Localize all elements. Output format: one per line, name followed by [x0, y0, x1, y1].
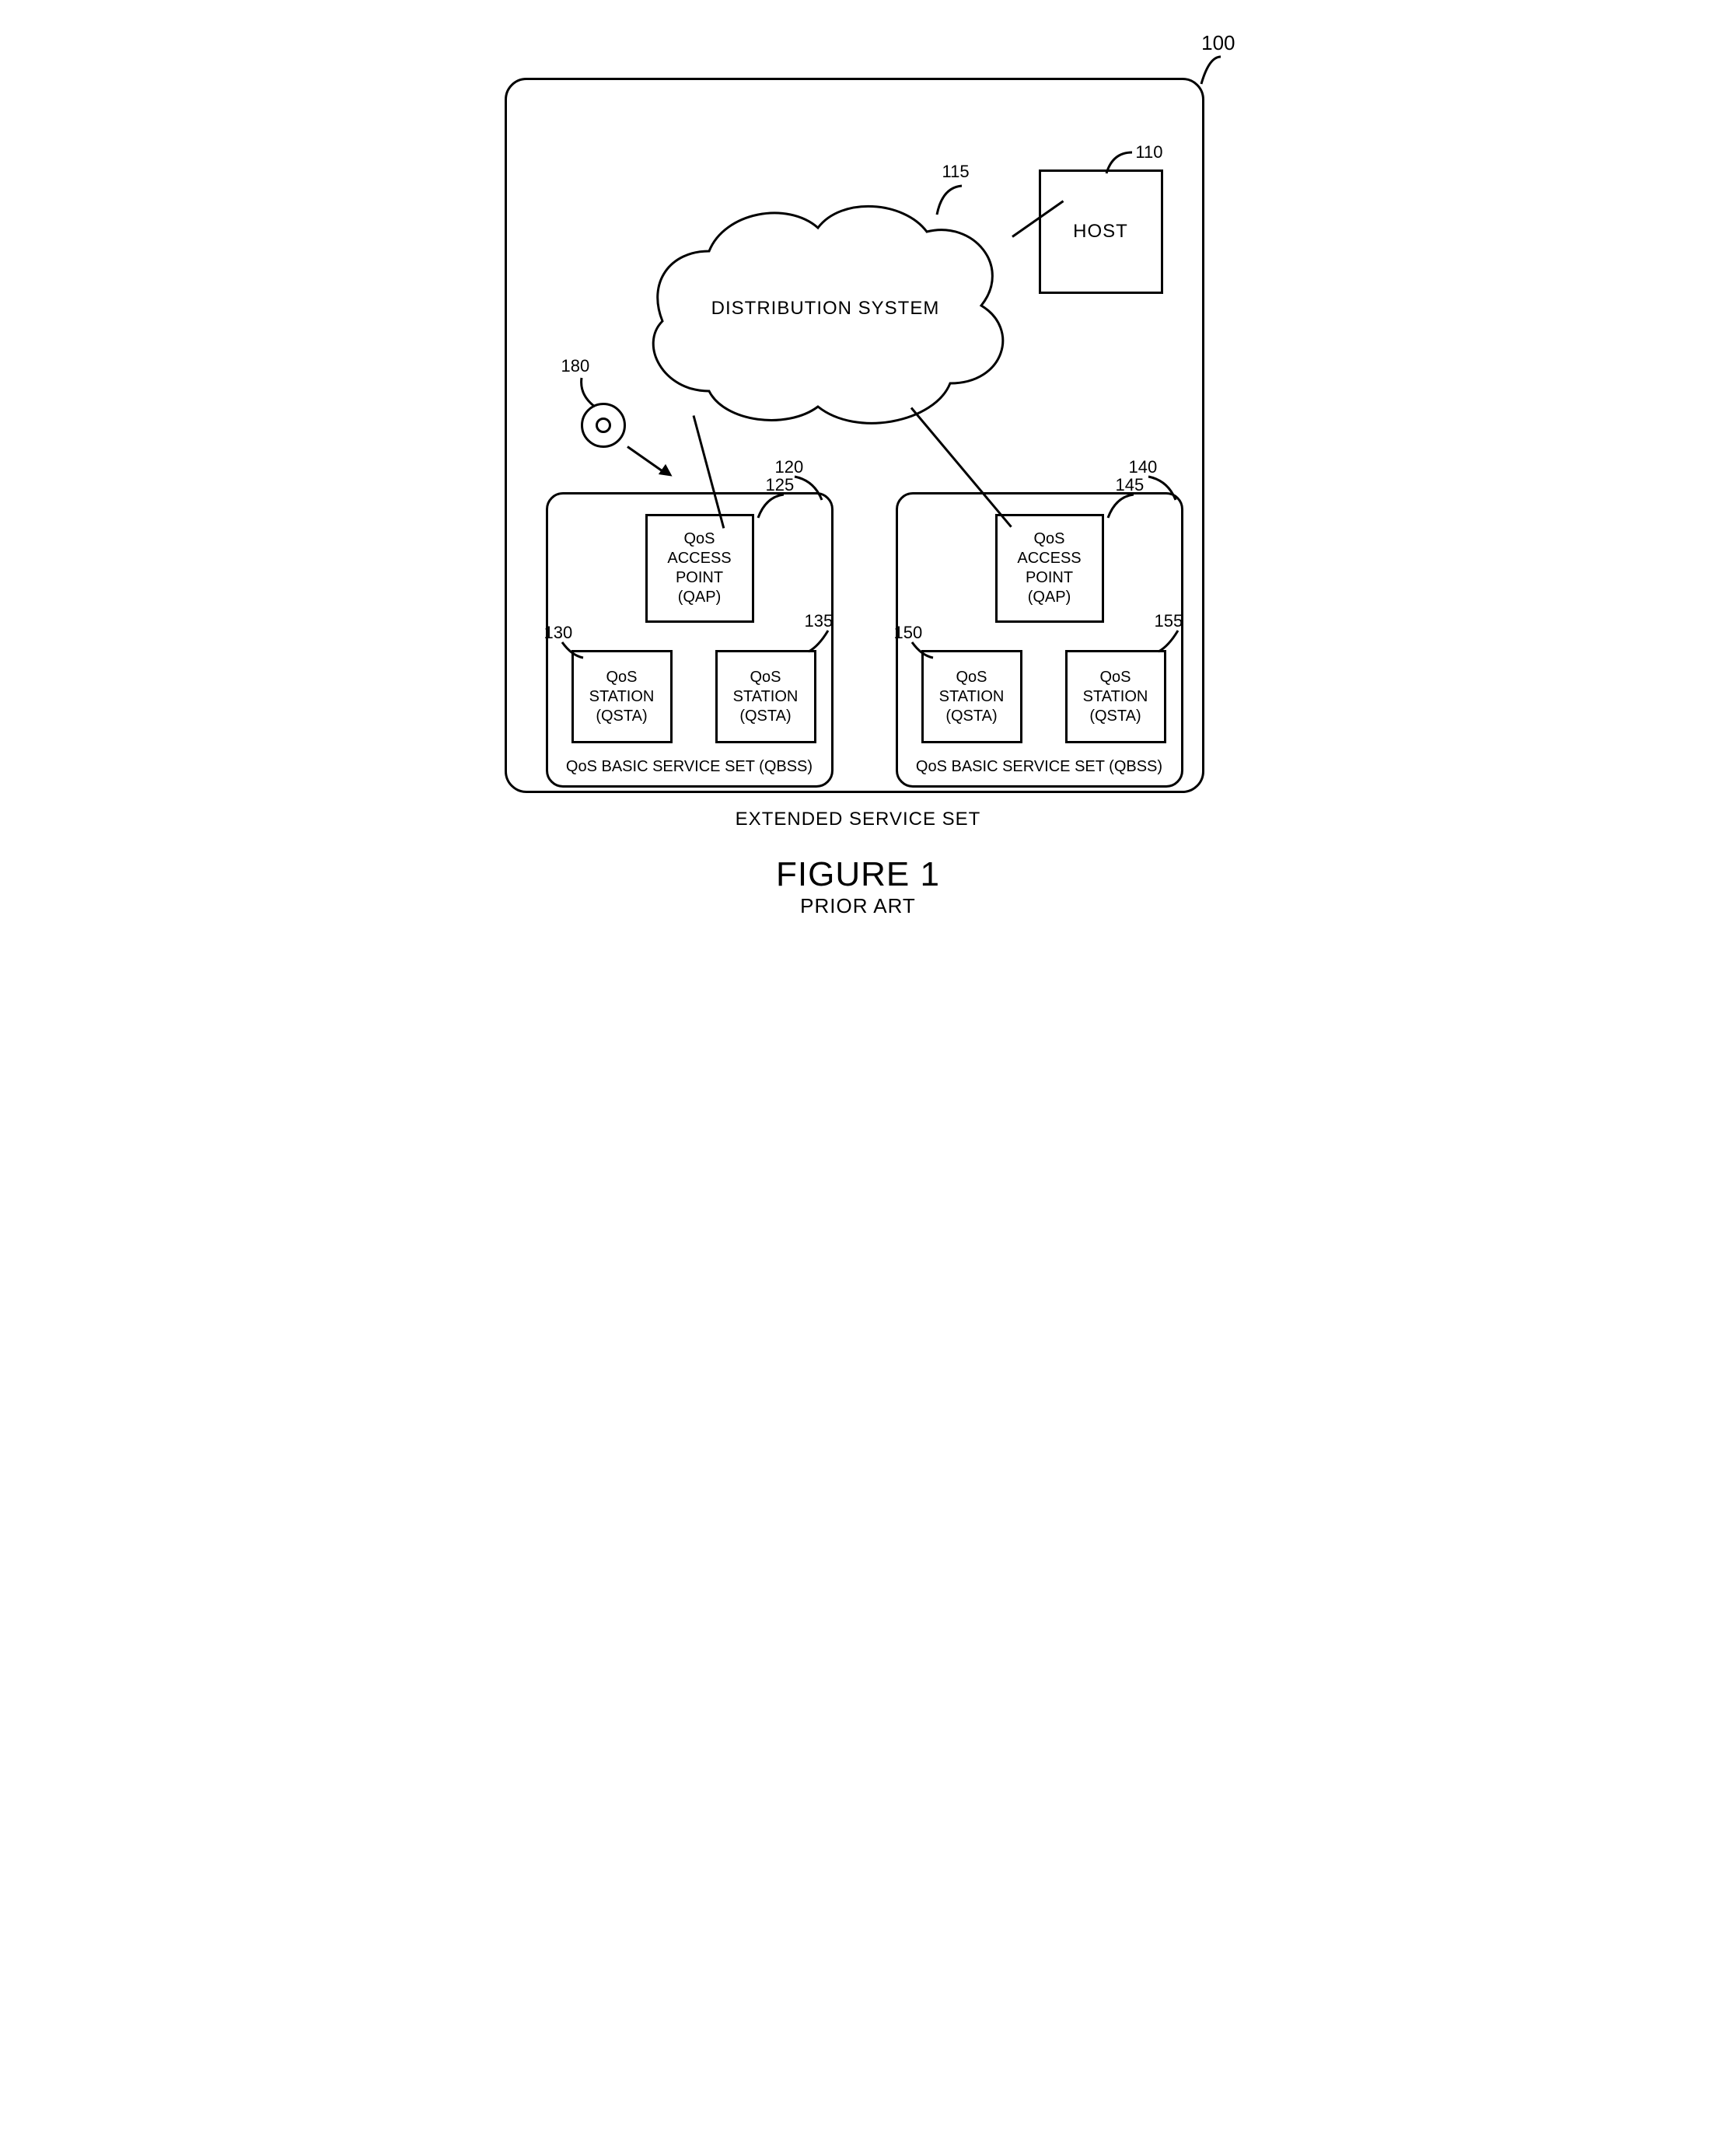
qbss-left: QoS ACCESS POINT (QAP) QoS STATION (QSTA… — [546, 492, 834, 788]
qsta-l2: STATION — [939, 687, 1005, 707]
qap-right: QoS ACCESS POINT (QAP) — [995, 514, 1104, 623]
qbss-right-title: QoS BASIC SERVICE SET (QBSS) — [898, 758, 1181, 776]
lead-135 — [805, 627, 836, 658]
distribution-system-cloud: DISTRIBUTION SYSTEM — [624, 189, 1028, 438]
extended-service-set-frame: HOST 110 DISTRIBUTION SYSTEM 115 180 — [505, 78, 1204, 793]
qsta-left-b: QoS STATION (QSTA) — [715, 650, 816, 743]
qsta-l2: STATION — [733, 687, 799, 707]
lead-120 — [791, 473, 830, 504]
qap-l3: POINT — [676, 568, 723, 588]
arrow-head-icon — [658, 464, 675, 481]
page: 100 HOST 110 DISTRIBUTION SYSTEM 115 180 — [489, 31, 1228, 964]
lead-155 — [1155, 627, 1186, 658]
arrow-line — [627, 446, 666, 474]
qsta-right-b: QoS STATION (QSTA) — [1065, 650, 1166, 743]
lead-145 — [1104, 491, 1143, 522]
qsta-l3: (QSTA) — [1089, 707, 1141, 726]
qbss-left-title: QoS BASIC SERVICE SET (QBSS) — [548, 758, 831, 776]
qap-l4: (QAP) — [1028, 588, 1071, 607]
qsta-l1: QoS — [750, 668, 781, 687]
lead-110 — [1097, 146, 1144, 177]
lead-125 — [754, 491, 793, 522]
qap-l3: POINT — [1026, 568, 1073, 588]
host-label: HOST — [1073, 221, 1128, 243]
lead-180 — [575, 372, 606, 411]
qap-l1: QoS — [683, 529, 715, 549]
qsta-l3: (QSTA) — [596, 707, 647, 726]
lead-140 — [1145, 473, 1183, 504]
qsta-right-a: QoS STATION (QSTA) — [921, 650, 1022, 743]
qap-l2: ACCESS — [1017, 549, 1081, 568]
disk-center-icon — [596, 418, 611, 433]
lead-130 — [556, 638, 587, 662]
qbss-right: QoS ACCESS POINT (QAP) QoS STATION (QSTA… — [896, 492, 1183, 788]
extended-service-set-label: EXTENDED SERVICE SET — [489, 809, 1228, 830]
qsta-l1: QoS — [956, 668, 987, 687]
qsta-l3: (QSTA) — [945, 707, 997, 726]
qsta-left-a: QoS STATION (QSTA) — [571, 650, 673, 743]
host-box: HOST — [1039, 169, 1163, 294]
qsta-l1: QoS — [606, 668, 637, 687]
qap-l4: (QAP) — [678, 588, 722, 607]
qap-l2: ACCESS — [667, 549, 731, 568]
qap-l1: QoS — [1033, 529, 1064, 549]
lead-150 — [906, 638, 937, 662]
qsta-l1: QoS — [1099, 668, 1131, 687]
prior-art-label: PRIOR ART — [489, 894, 1228, 918]
figure-title: FIGURE 1 — [489, 855, 1228, 894]
qsta-l2: STATION — [589, 687, 655, 707]
qsta-l3: (QSTA) — [739, 707, 791, 726]
qap-left: QoS ACCESS POINT (QAP) — [645, 514, 754, 623]
qsta-l2: STATION — [1083, 687, 1148, 707]
ref-100: 100 — [1201, 31, 1235, 55]
lead-115 — [931, 180, 977, 218]
cloud-label: DISTRIBUTION SYSTEM — [711, 298, 940, 320]
